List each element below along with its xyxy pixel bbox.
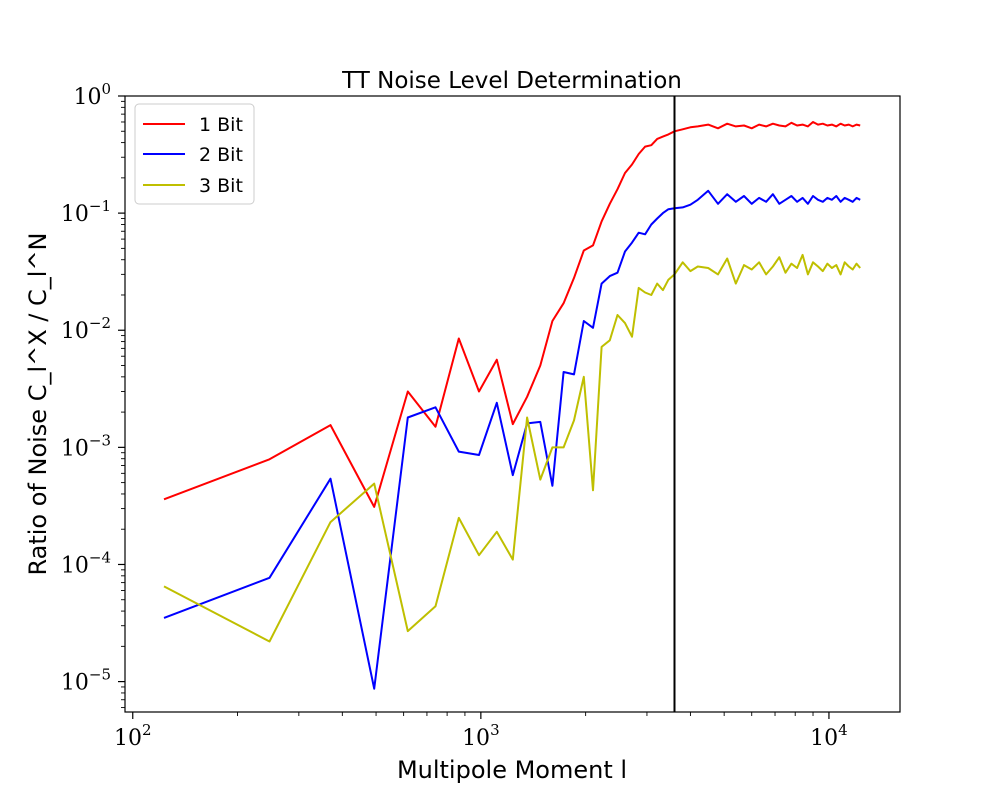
x-tick-label: 104 [810, 721, 848, 751]
x-axis-ticks: 102 103 104 [114, 712, 848, 751]
legend: 1 Bit 2 Bit 3 Bit [134, 103, 255, 205]
legend-box [134, 103, 255, 205]
y-tick-label: 10−2 [61, 314, 111, 344]
y-tick-label: 10−4 [61, 548, 111, 578]
x-tick-label: 103 [462, 721, 500, 751]
legend-label-1-bit: 1 Bit [199, 114, 243, 136]
y-axis-ticks: 10−5 10−4 10−3 10−2 10−1 100 [61, 80, 125, 709]
y-tick-label: 100 [73, 80, 111, 110]
legend-label-2-bit: 2 Bit [199, 144, 243, 166]
series-line-2-bit [163, 189, 861, 690]
y-tick-label: 10−3 [61, 431, 111, 461]
y-axis-title: Ratio of Noise C_l^X / C_l^N [24, 232, 52, 575]
chart-title: TT Noise Level Determination [341, 68, 682, 94]
plot-area-frame [124, 95, 901, 713]
legend-label-3-bit: 3 Bit [199, 175, 243, 197]
x-tick-label: 102 [114, 721, 152, 751]
series-line-3-bit [163, 253, 861, 643]
y-tick-label: 10−1 [61, 197, 111, 227]
x-axis-title: Multipole Moment l [397, 756, 627, 784]
series-layer [163, 121, 861, 690]
y-tick-label: 10−5 [61, 666, 111, 696]
series-line-1-bit [163, 121, 861, 508]
